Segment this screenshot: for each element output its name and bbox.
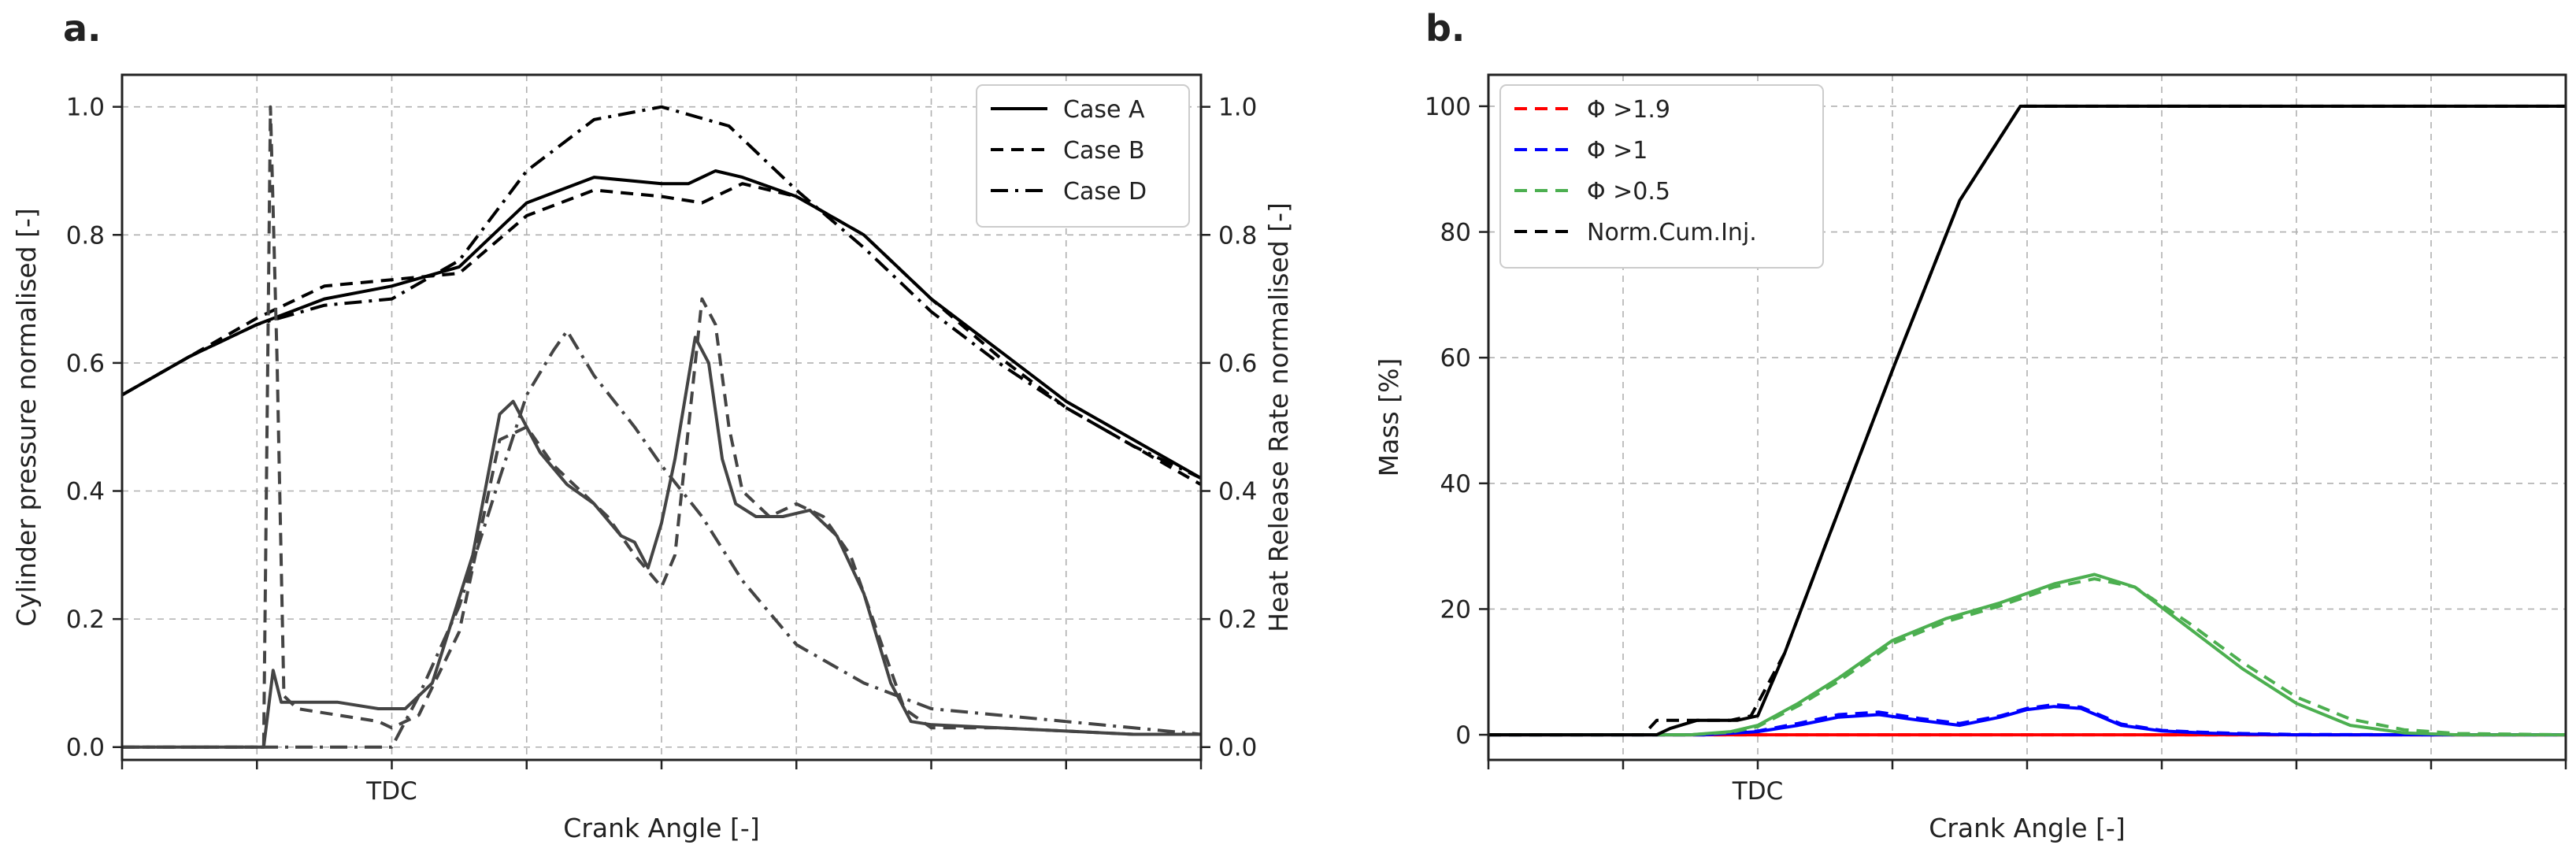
panel-b-letter: b. [1425, 7, 1465, 50]
legend-label: Φ >1.9 [1587, 96, 1670, 124]
y-tick-label: 0.8 [66, 221, 105, 250]
y-axis-label: Mass [%] [1373, 358, 1404, 477]
y-right-tick-label: 0.4 [1218, 478, 1257, 506]
plot-frame [120, 73, 1203, 761]
y-right-tick-label: 0.8 [1218, 221, 1257, 250]
legend-label: Case D [1063, 178, 1147, 206]
y-tick-label: 80 [1440, 219, 1471, 247]
series-line [122, 105, 1201, 480]
legend-label: Case B [1063, 137, 1145, 165]
y-tick-label: 0.0 [66, 734, 105, 762]
series-line [1488, 577, 2566, 737]
panel-b-chart: TDC 0 20 40 60 80 100 Crank Angle [-] Mass [%] Φ … [1373, 73, 2567, 843]
legend-label: Φ >1 [1587, 137, 1648, 165]
series-line [122, 329, 1201, 749]
y-axis-label: Cylinder pressure normalised [-] [11, 208, 42, 627]
x-tick-label: TDC [365, 777, 417, 806]
x-tick-label: TDC [1732, 777, 1783, 806]
legend-label: Norm.Cum.Inj. [1587, 219, 1757, 246]
y-tick-label: 0.4 [66, 478, 105, 506]
y-tick-label: 20 [1440, 595, 1471, 624]
series-line [122, 335, 1201, 749]
series-line [1488, 104, 2566, 737]
y-right-tick-label: 0.0 [1218, 734, 1257, 762]
x-axis-label: Crank Angle [-] [1929, 813, 2125, 843]
y-tick-label: 1.0 [66, 94, 105, 122]
legend-label: Case A [1063, 96, 1145, 124]
y-right-tick-label: 0.6 [1218, 350, 1257, 378]
series-line [1488, 104, 2566, 737]
y-tick-label: 40 [1440, 470, 1471, 498]
plot-frame [1487, 73, 2567, 761]
y-right-axis-label: Heat Release Rate normalised [-] [1263, 202, 1294, 632]
y-tick-label: 60 [1440, 344, 1471, 372]
y-tick-label: 0.6 [66, 350, 105, 378]
y-tick-label: 100 [1425, 93, 1471, 121]
panel-a-letter: a. [63, 7, 102, 50]
legend-label: Φ >0.5 [1587, 178, 1670, 206]
x-axis-label: Crank Angle [-] [563, 813, 759, 843]
y-right-tick-label: 0.2 [1218, 606, 1257, 634]
series-line [1488, 702, 2566, 737]
y-tick-label: 0 [1455, 721, 1471, 750]
legend-box [1499, 84, 1824, 269]
series-line [122, 169, 1201, 480]
y-tick-label: 0.2 [66, 606, 105, 634]
panel-a-chart: TDC 0.0 0.2 0.4 0.6 0.8 1.0 0.0 0.2 0.4 0.6 0.8 1.0 C… [11, 73, 1294, 843]
series-line [122, 182, 1201, 487]
y-right-tick-label: 1.0 [1218, 94, 1257, 122]
